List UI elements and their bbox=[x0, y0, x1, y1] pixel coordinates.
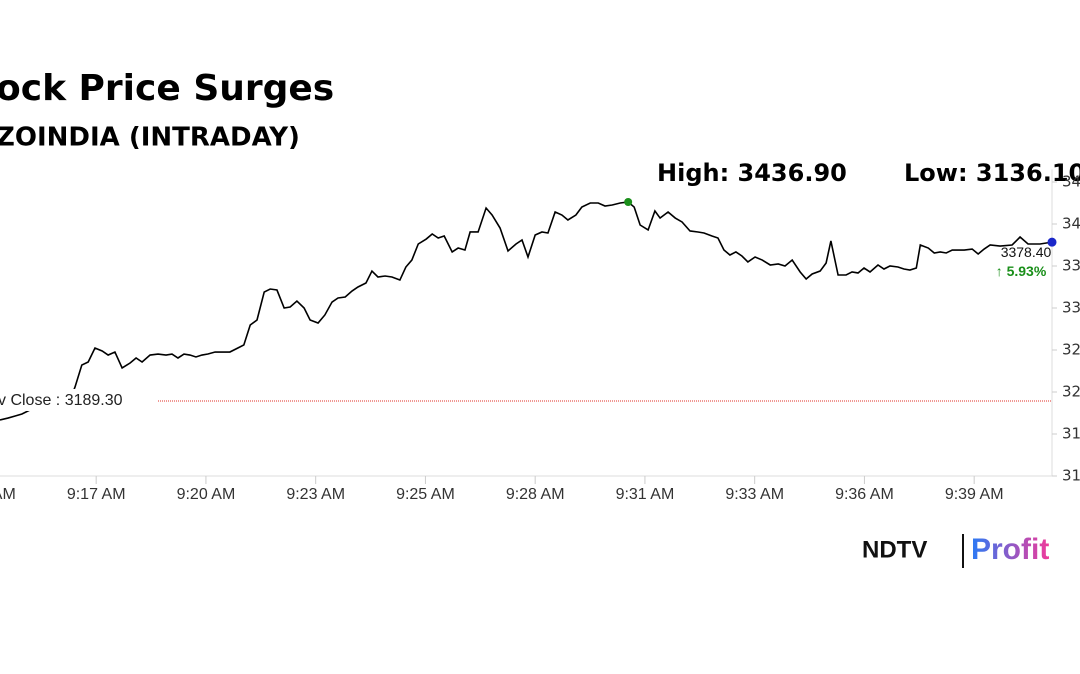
logo-left: NDTV bbox=[862, 536, 927, 563]
x-tick-label: 9:25 AM bbox=[396, 486, 455, 503]
logo-right: Profit bbox=[971, 533, 1049, 566]
y-tick-label: 3150 bbox=[1062, 425, 1080, 443]
y-tick-label: 3350 bbox=[1062, 257, 1080, 275]
x-tick-label: 9:23 AM bbox=[286, 486, 345, 503]
last-label: 3378.40 bbox=[1001, 244, 1052, 260]
y-tick-label: 3250 bbox=[1062, 341, 1080, 359]
x-tick-label: 9:20 AM bbox=[177, 486, 236, 503]
chart-subtitle: ZOINDIA (INTRADAY) bbox=[0, 123, 300, 153]
logo: NDTV Profit bbox=[862, 533, 1049, 568]
high-label: High: 3436.90 bbox=[657, 159, 847, 187]
last-dot bbox=[1047, 237, 1057, 247]
y-tick-label: 3300 bbox=[1062, 299, 1080, 317]
low-label: Low: 3136.10 bbox=[904, 159, 1080, 187]
y-tick-label: 3450 bbox=[1062, 173, 1080, 191]
y-tick-label: 3100 bbox=[1062, 467, 1080, 485]
price-line bbox=[0, 201, 1053, 421]
x-tick-label: 9:14 AM bbox=[0, 486, 16, 503]
x-tick-label: 9:33 AM bbox=[725, 486, 784, 503]
x-tick-label: 9:31 AM bbox=[616, 486, 675, 503]
prev-close-label: v Close : 3189.30 bbox=[0, 392, 123, 409]
y-tick-label: 3200 bbox=[1062, 383, 1080, 401]
y-tick-label: 3400 bbox=[1062, 215, 1080, 233]
x-tick-label: 9:28 AM bbox=[506, 486, 565, 503]
x-tick-label: 9:39 AM bbox=[945, 486, 1004, 503]
prev-close-label-bg bbox=[0, 388, 156, 411]
x-tick-label: 9:36 AM bbox=[835, 486, 894, 503]
high-dot bbox=[624, 197, 633, 206]
chart-title: ock Price Surges bbox=[0, 68, 334, 109]
change-label: ↑ 5.93% bbox=[996, 263, 1047, 279]
x-tick-label: 9:17 AM bbox=[67, 486, 126, 503]
